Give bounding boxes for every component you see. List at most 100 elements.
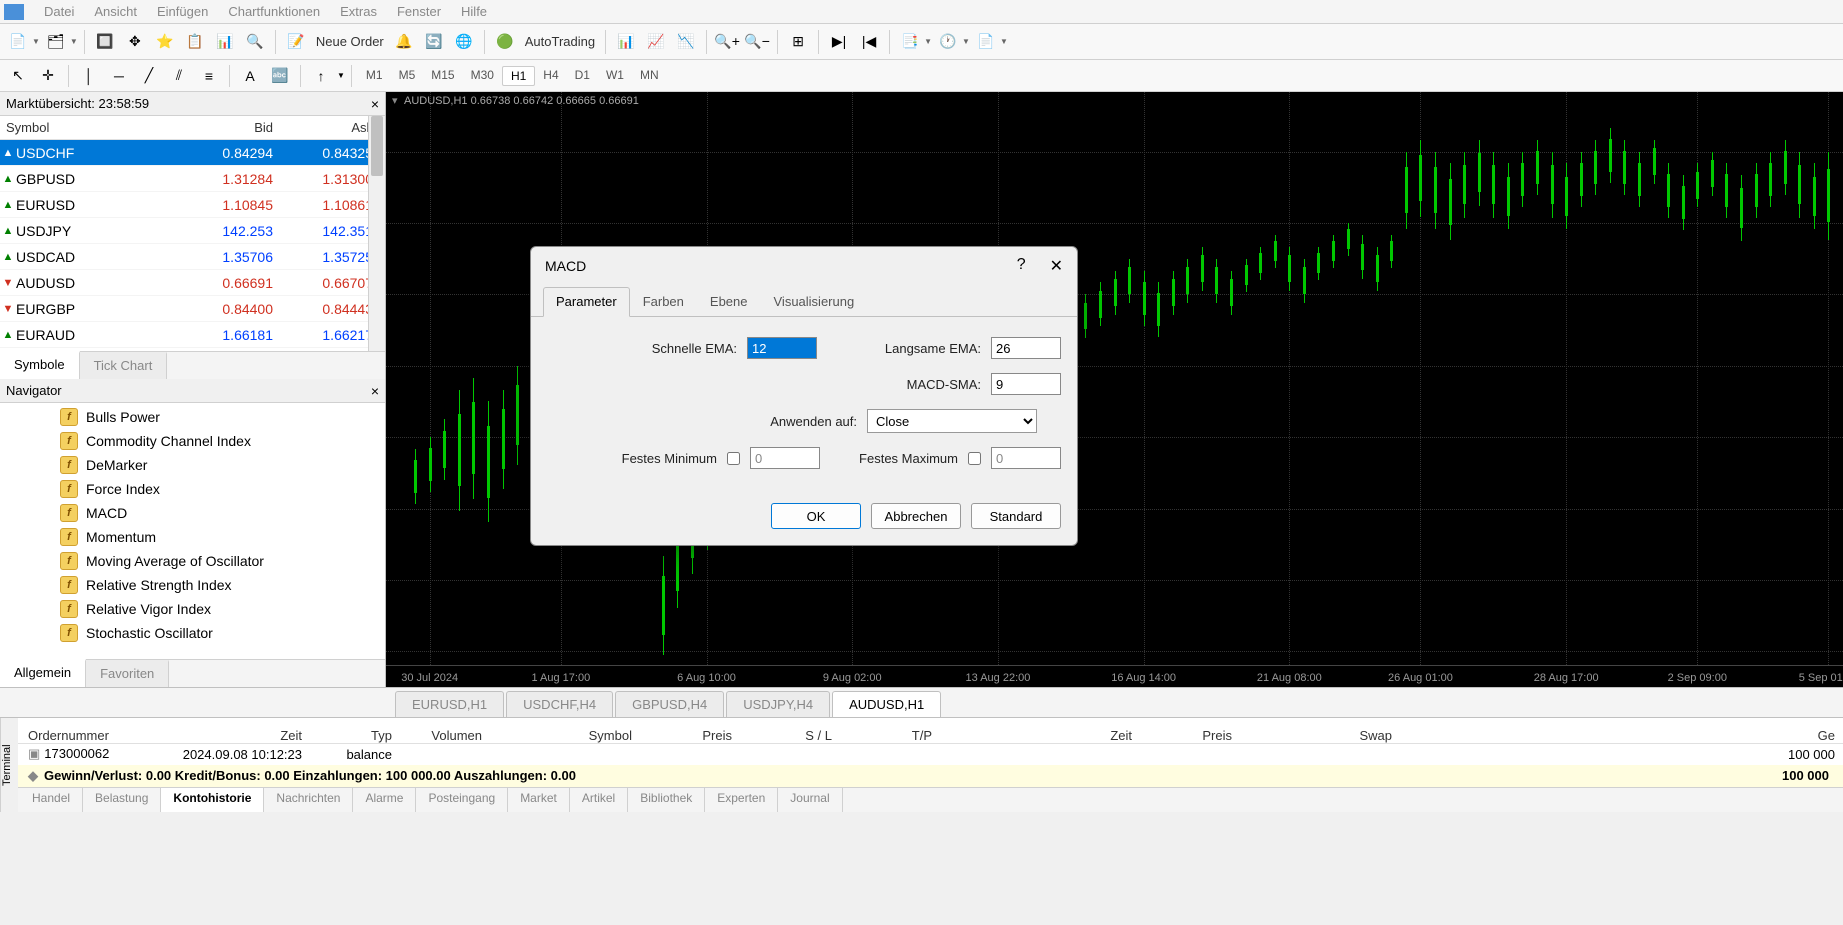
vline-icon[interactable]: │ bbox=[75, 63, 103, 89]
crosshair-icon[interactable]: ✛ bbox=[34, 63, 62, 89]
timeframe-H4[interactable]: H4 bbox=[535, 66, 566, 86]
col-price2[interactable]: Preis bbox=[1140, 728, 1240, 743]
col-time[interactable]: Zeit bbox=[140, 728, 310, 743]
templates-icon[interactable]: 📄 bbox=[972, 28, 1000, 56]
term-tab-5[interactable]: Posteingang bbox=[416, 788, 508, 812]
term-tab-2[interactable]: Kontohistorie bbox=[161, 788, 264, 812]
chart-menu-icon[interactable]: ▾ bbox=[392, 95, 398, 107]
mw-tab-1[interactable]: Tick Chart bbox=[80, 352, 168, 379]
col-volume[interactable]: Volumen bbox=[400, 728, 490, 743]
chart-tab-3[interactable]: USDJPY,H4 bbox=[726, 691, 830, 717]
term-tab-0[interactable]: Handel bbox=[20, 788, 83, 812]
term-tab-3[interactable]: Nachrichten bbox=[264, 788, 353, 812]
symbol-row-USDCHF[interactable]: ▲USDCHF0.842940.84325 bbox=[0, 140, 385, 166]
trendline-icon[interactable]: ╱ bbox=[135, 63, 163, 89]
fix-min-input[interactable] bbox=[750, 447, 820, 469]
timeframe-M5[interactable]: M5 bbox=[391, 66, 424, 86]
fibo-icon[interactable]: ≡ bbox=[195, 63, 223, 89]
terminal-row[interactable]: ▣173000062 2024.09.08 10:12:23 balance 1… bbox=[0, 744, 1843, 766]
close-icon[interactable]: × bbox=[371, 383, 379, 399]
market-watch-icon[interactable]: 🔲 bbox=[91, 28, 119, 56]
symbol-row-AUDUSD[interactable]: ▼AUDUSD0.666910.66707 bbox=[0, 270, 385, 296]
nav-tab-1[interactable]: Favoriten bbox=[86, 660, 169, 687]
nav-item[interactable]: fMomentum bbox=[0, 525, 385, 549]
chart-tab-0[interactable]: EURUSD,H1 bbox=[395, 691, 504, 717]
term-tab-6[interactable]: Market bbox=[508, 788, 570, 812]
ok-button[interactable]: OK bbox=[771, 503, 861, 529]
menu-datei[interactable]: Datei bbox=[34, 4, 84, 19]
col-price[interactable]: Preis bbox=[640, 728, 740, 743]
nav-tab-0[interactable]: Allgemein bbox=[0, 659, 86, 687]
globe-icon[interactable]: 🌐 bbox=[450, 28, 478, 56]
symbol-row-EURGBP[interactable]: ▼EURGBP0.844000.84443 bbox=[0, 296, 385, 322]
strategy-tester-icon[interactable]: 🔍 bbox=[241, 28, 269, 56]
tile-windows-icon[interactable]: ⊞ bbox=[784, 28, 812, 56]
bell-icon[interactable]: 🔔 bbox=[390, 28, 418, 56]
nav-item[interactable]: fBulls Power bbox=[0, 405, 385, 429]
timeframe-W1[interactable]: W1 bbox=[598, 66, 632, 86]
timeframe-M15[interactable]: M15 bbox=[423, 66, 462, 86]
col-tp[interactable]: T/P bbox=[840, 728, 940, 743]
line-chart-icon[interactable]: 📉 bbox=[672, 28, 700, 56]
col-symbol-header[interactable]: Symbol bbox=[0, 120, 185, 135]
apply-to-select[interactable]: Close bbox=[867, 409, 1037, 433]
terminal-icon[interactable]: 📊 bbox=[211, 28, 239, 56]
arrows-icon[interactable]: ↑ bbox=[307, 63, 335, 89]
term-tab-10[interactable]: Journal bbox=[778, 788, 842, 812]
dialog-tab-3[interactable]: Visualisierung bbox=[761, 287, 868, 316]
dialog-tab-1[interactable]: Farben bbox=[630, 287, 697, 316]
timeframe-D1[interactable]: D1 bbox=[567, 66, 598, 86]
col-type[interactable]: Typ bbox=[310, 728, 400, 743]
nav-item[interactable]: fMACD bbox=[0, 501, 385, 525]
bar-chart-icon[interactable]: 📊 bbox=[612, 28, 640, 56]
help-icon[interactable]: ? bbox=[1017, 256, 1026, 276]
chart-tab-2[interactable]: GBPUSD,H4 bbox=[615, 691, 724, 717]
market-scrollbar[interactable] bbox=[368, 116, 385, 351]
menu-hilfe[interactable]: Hilfe bbox=[451, 4, 497, 19]
dialog-tab-0[interactable]: Parameter bbox=[543, 287, 630, 317]
term-tab-1[interactable]: Belastung bbox=[83, 788, 161, 812]
mw-tab-0[interactable]: Symbole bbox=[0, 351, 80, 379]
nav-item[interactable]: fStochastic Oscillator bbox=[0, 621, 385, 645]
new-order-icon[interactable]: 📝 bbox=[282, 28, 310, 56]
hline-icon[interactable]: ─ bbox=[105, 63, 133, 89]
col-order[interactable]: Ordernummer bbox=[20, 728, 140, 743]
crosshair-toolbar-icon[interactable]: ✥ bbox=[121, 28, 149, 56]
indicators-icon[interactable]: 📑 bbox=[896, 28, 924, 56]
nav-item[interactable]: fForce Index bbox=[0, 477, 385, 501]
symbol-row-USDJPY[interactable]: ▲USDJPY142.253142.351 bbox=[0, 218, 385, 244]
menu-chartfunktionen[interactable]: Chartfunktionen bbox=[218, 4, 330, 19]
menu-fenster[interactable]: Fenster bbox=[387, 4, 451, 19]
candle-chart-icon[interactable]: 📈 bbox=[642, 28, 670, 56]
symbol-row-EURUSD[interactable]: ▲EURUSD1.108451.10861 bbox=[0, 192, 385, 218]
macd-sma-input[interactable] bbox=[991, 373, 1061, 395]
col-profit[interactable]: Ge bbox=[1400, 728, 1843, 743]
col-swap[interactable]: Swap bbox=[1240, 728, 1400, 743]
slow-ema-input[interactable] bbox=[991, 337, 1061, 359]
chart-tab-4[interactable]: AUDUSD,H1 bbox=[832, 691, 941, 717]
fast-ema-input[interactable] bbox=[747, 337, 817, 359]
nav-item[interactable]: fCommodity Channel Index bbox=[0, 429, 385, 453]
autotrading-icon[interactable]: 🟢 bbox=[491, 28, 519, 56]
menu-einfügen[interactable]: Einfügen bbox=[147, 4, 218, 19]
text-label-icon[interactable]: 🔤 bbox=[266, 63, 294, 89]
timeframe-MN[interactable]: MN bbox=[632, 66, 667, 86]
zoom-out-icon[interactable]: 🔍− bbox=[743, 28, 771, 56]
text-icon[interactable]: A bbox=[236, 63, 264, 89]
periods-icon[interactable]: 🕐 bbox=[934, 28, 962, 56]
col-symbol[interactable]: Symbol bbox=[490, 728, 640, 743]
timeframe-M1[interactable]: M1 bbox=[358, 66, 391, 86]
col-time2[interactable]: Zeit bbox=[940, 728, 1140, 743]
fix-min-checkbox[interactable] bbox=[727, 452, 740, 465]
autotrading-label[interactable]: AutoTrading bbox=[521, 34, 599, 49]
navigator-icon[interactable]: 📋 bbox=[181, 28, 209, 56]
shift-chart-icon[interactable]: ▶| bbox=[825, 28, 853, 56]
menu-ansicht[interactable]: Ansicht bbox=[84, 4, 147, 19]
timeframe-H1[interactable]: H1 bbox=[502, 66, 535, 86]
scroll-chart-icon[interactable]: |◀ bbox=[855, 28, 883, 56]
refresh-icon[interactable]: 🔄 bbox=[420, 28, 448, 56]
reset-button[interactable]: Standard bbox=[971, 503, 1061, 529]
symbol-row-EURAUD[interactable]: ▲EURAUD1.661811.66217 bbox=[0, 322, 385, 348]
data-window-icon[interactable]: ⭐ bbox=[151, 28, 179, 56]
cancel-button[interactable]: Abbrechen bbox=[871, 503, 961, 529]
